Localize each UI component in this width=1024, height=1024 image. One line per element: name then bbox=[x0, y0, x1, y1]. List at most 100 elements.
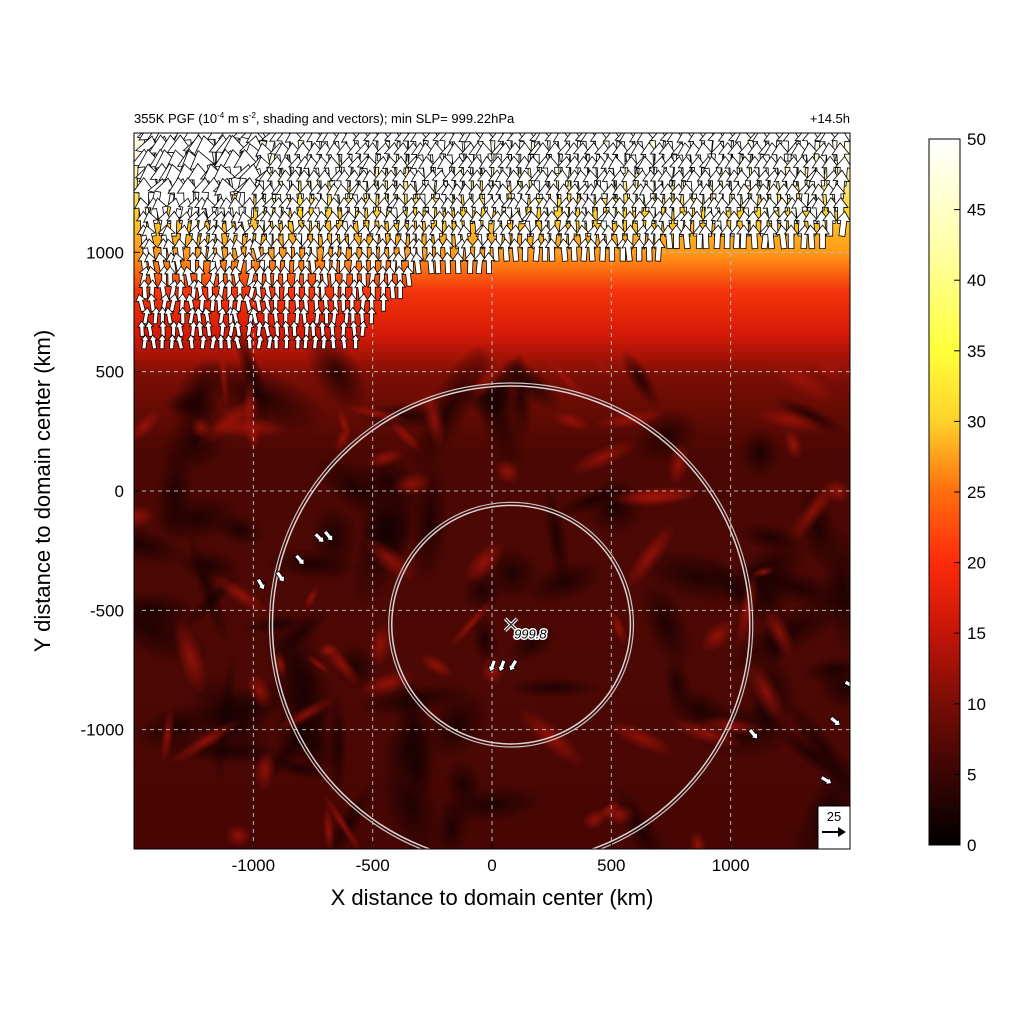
vector-arrow bbox=[747, 727, 758, 740]
colorbar-tick-label: 45 bbox=[967, 201, 986, 220]
vector-arrow bbox=[244, 320, 255, 338]
vector-arrow bbox=[488, 238, 503, 262]
vector-arrow bbox=[136, 320, 147, 337]
vector-arrow bbox=[611, 141, 631, 174]
vector-arrow bbox=[141, 307, 152, 325]
vector-arrow bbox=[319, 293, 332, 312]
y-tick-label: -1000 bbox=[81, 721, 124, 740]
ring-1000km bbox=[271, 385, 751, 849]
vector-arrow bbox=[233, 293, 246, 312]
vector-arrow bbox=[193, 306, 205, 325]
vector-arrow bbox=[719, 224, 735, 250]
vector-arrow bbox=[148, 334, 159, 350]
vector-arrow bbox=[255, 334, 265, 350]
vector-arrow bbox=[232, 320, 243, 338]
vector-arrow bbox=[386, 279, 399, 300]
vector-arrow bbox=[312, 306, 323, 325]
vector-arrow bbox=[357, 265, 370, 287]
vector-arrow bbox=[508, 658, 519, 672]
vector-arrow bbox=[174, 334, 185, 350]
colorbar-tick-label: 10 bbox=[967, 695, 986, 714]
vector-arrow bbox=[545, 183, 563, 212]
vector-arrow bbox=[819, 775, 833, 785]
vector-arrow bbox=[227, 320, 237, 338]
vector-arrow bbox=[289, 320, 300, 337]
vector-arrow bbox=[321, 306, 332, 325]
vector-arrow bbox=[211, 238, 226, 262]
vector-arrow bbox=[237, 176, 262, 218]
vector-arrow bbox=[168, 320, 179, 337]
y-axis-label: Y distance to domain center (km) bbox=[30, 330, 55, 652]
vector-arrow bbox=[157, 306, 168, 325]
vector-arrow bbox=[252, 279, 265, 300]
vector-arrow bbox=[310, 334, 321, 350]
vector-arrow bbox=[142, 211, 159, 238]
vector-arrow bbox=[208, 334, 219, 350]
vector-arrow bbox=[145, 265, 159, 288]
vector-arrow bbox=[308, 320, 319, 337]
x-tick-label: -1000 bbox=[232, 856, 275, 875]
vector-arrow bbox=[327, 320, 338, 337]
vector-arrow bbox=[829, 715, 841, 726]
vector-arrow bbox=[253, 265, 267, 287]
vector-arrow bbox=[632, 238, 647, 262]
storm-center-marker: 999.8 bbox=[503, 617, 549, 643]
vector-arrow bbox=[265, 334, 275, 350]
vector-arrow bbox=[318, 265, 332, 287]
vector-arrow bbox=[763, 224, 778, 250]
vector-arrow bbox=[544, 238, 559, 262]
vector-arrow bbox=[783, 224, 799, 250]
colorbar-tick-label: 20 bbox=[967, 554, 986, 573]
vector-arrow bbox=[348, 320, 359, 337]
vector-arrow bbox=[186, 334, 197, 350]
vector-arrow bbox=[365, 293, 378, 312]
vector-arrow bbox=[300, 293, 312, 312]
vector-arrow bbox=[201, 307, 212, 325]
vector-arrow bbox=[498, 238, 513, 262]
vector-arrow bbox=[167, 334, 177, 350]
vector-arrow bbox=[252, 293, 264, 313]
vector-arrow bbox=[451, 251, 465, 275]
vector-arrow bbox=[822, 210, 838, 237]
vector-arrow bbox=[173, 238, 188, 262]
vector-arrow bbox=[194, 320, 205, 337]
vector-arrow bbox=[140, 334, 150, 350]
vector-arrow bbox=[803, 224, 819, 250]
forecast-time-label: +14.5h bbox=[810, 111, 850, 126]
vector-arrow bbox=[271, 334, 281, 350]
vector-arrow bbox=[401, 265, 415, 287]
vector-arrow bbox=[622, 155, 641, 187]
distance-rings bbox=[268, 382, 754, 849]
vector-arrow bbox=[292, 306, 303, 325]
vector-arrow bbox=[394, 279, 407, 300]
vector-arrow bbox=[669, 224, 684, 249]
x-tick-label: 1000 bbox=[712, 856, 750, 875]
vector-arrow bbox=[249, 307, 260, 325]
vector-arrow bbox=[291, 293, 303, 312]
vector-arrow bbox=[280, 251, 294, 275]
y-axis-ticks: 1000 500 0 -500 -1000 bbox=[81, 243, 140, 740]
vector-arrow bbox=[366, 306, 377, 325]
vector-arrow bbox=[319, 334, 329, 350]
vector-arrow bbox=[338, 320, 349, 337]
vector-arrow bbox=[261, 265, 275, 287]
vector-arrow bbox=[357, 293, 369, 312]
colorbar-tick-label: 50 bbox=[967, 130, 986, 149]
x-axis-ticks: -1000 -500 0 500 1000 bbox=[232, 843, 750, 875]
vector-arrow bbox=[350, 334, 361, 350]
vector-arrow bbox=[281, 293, 293, 312]
x-tick-label: 0 bbox=[487, 856, 496, 875]
vector-arrow bbox=[163, 307, 174, 325]
vector-arrow bbox=[144, 320, 155, 338]
vector-arrow bbox=[260, 306, 272, 325]
ring-500km bbox=[391, 504, 632, 745]
pgf-vectors bbox=[134, 133, 850, 785]
vector-arrow bbox=[642, 238, 657, 262]
vector-arrow bbox=[440, 251, 455, 275]
vector-arrow bbox=[412, 238, 427, 262]
vector-arrow bbox=[261, 293, 273, 313]
vector-arrow bbox=[300, 279, 313, 300]
vector-arrow bbox=[196, 293, 208, 312]
vector-arrow bbox=[612, 183, 629, 212]
